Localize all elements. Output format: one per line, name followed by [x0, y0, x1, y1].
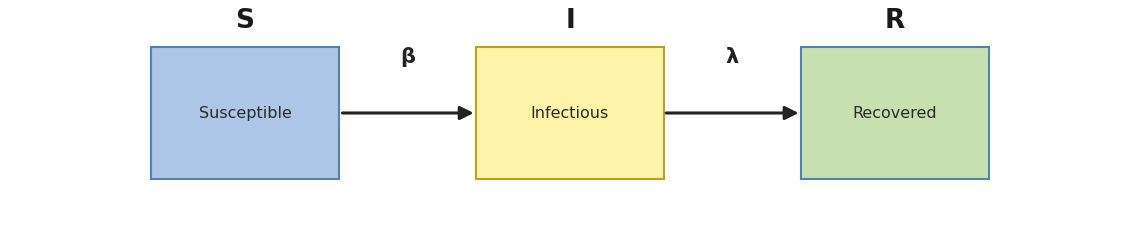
Text: R: R — [885, 7, 905, 33]
Text: Infectious: Infectious — [531, 106, 609, 121]
Text: β: β — [400, 47, 416, 67]
FancyBboxPatch shape — [150, 48, 340, 179]
Text: I: I — [565, 7, 575, 33]
Text: S: S — [236, 7, 254, 33]
Text: λ: λ — [725, 47, 739, 67]
FancyBboxPatch shape — [477, 48, 663, 179]
Text: Susceptible: Susceptible — [198, 106, 292, 121]
FancyBboxPatch shape — [800, 48, 990, 179]
Text: Recovered: Recovered — [853, 106, 937, 121]
